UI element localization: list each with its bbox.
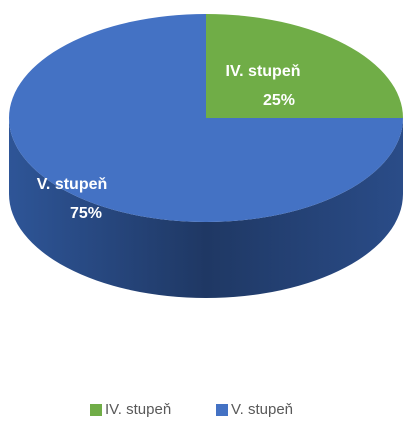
- slice: [206, 14, 403, 118]
- data-label-value: 75%: [70, 205, 102, 222]
- legend-swatch: [90, 404, 102, 416]
- data-label-category: V. stupeň: [37, 176, 108, 193]
- data-label-category: IV. stupeň: [226, 63, 301, 80]
- slice-side: [9, 118, 403, 298]
- slice: [9, 14, 403, 222]
- data-label-value: 25%: [263, 92, 295, 109]
- legend-label: IV. stupeň: [105, 401, 171, 418]
- legend-swatch: [216, 404, 228, 416]
- legend-label: V. stupeň: [231, 401, 293, 418]
